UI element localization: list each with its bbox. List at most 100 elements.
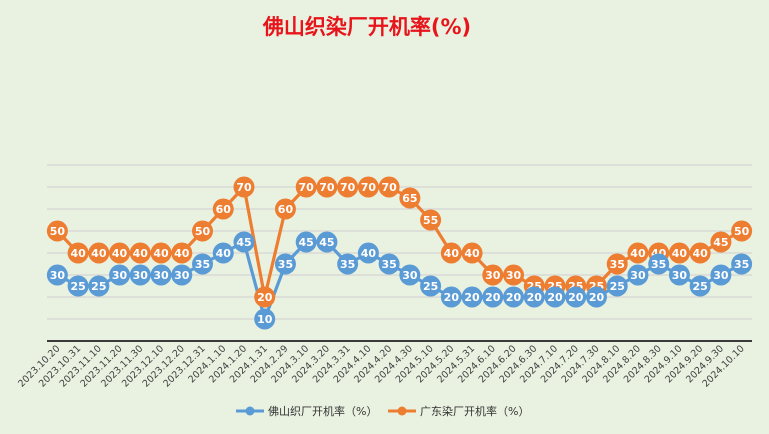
data-point[interactable]: 25 [420,275,442,297]
data-point[interactable]: 25 [88,275,110,297]
point-marker [316,231,338,253]
data-point[interactable]: 65 [399,187,421,209]
data-point[interactable]: 35 [731,253,753,275]
data-point[interactable]: 70 [357,176,379,198]
data-label: 40 [174,247,190,260]
data-point[interactable]: 20 [461,286,483,308]
data-label: 35 [610,258,625,271]
data-point[interactable]: 20 [585,286,607,308]
data-point[interactable]: 30 [399,264,421,286]
data-point[interactable]: 40 [150,242,172,264]
data-point[interactable]: 30 [46,264,68,286]
data-point[interactable]: 30 [150,264,172,286]
data-point[interactable]: 70 [316,176,338,198]
point-marker [46,220,68,242]
data-point[interactable]: 55 [420,209,442,231]
data-label: 45 [319,236,334,249]
point-marker [274,253,296,275]
series-markers: 50 40 40 40 40 40 40 50 60 70 20 60 70 70 70 70 70 65 55 40… [46,176,753,330]
data-point[interactable]: 30 [503,264,525,286]
data-point[interactable]: 50 [46,220,68,242]
data-point[interactable]: 70 [233,176,255,198]
data-label: 20 [568,291,584,304]
data-point[interactable]: 60 [212,198,234,220]
point-marker [627,242,649,264]
data-label: 40 [693,247,709,260]
data-point[interactable]: 45 [233,231,255,253]
point-marker [461,286,483,308]
data-point[interactable]: 20 [482,286,504,308]
point-marker [420,275,442,297]
data-point[interactable]: 45 [710,231,732,253]
data-label: 35 [734,258,749,271]
data-label: 60 [216,203,232,216]
data-point[interactable]: 60 [274,198,296,220]
data-point[interactable]: 35 [192,253,214,275]
data-label: 20 [485,291,501,304]
data-point[interactable]: 20 [565,286,587,308]
data-point[interactable]: 70 [378,176,400,198]
data-label: 50 [50,225,66,238]
data-point[interactable]: 25 [606,275,628,297]
data-point[interactable]: 40 [109,242,131,264]
data-point[interactable]: 40 [440,242,462,264]
data-point[interactable]: 25 [67,275,89,297]
data-label: 35 [381,258,396,271]
data-point[interactable]: 40 [689,242,711,264]
data-point[interactable]: 70 [337,176,359,198]
data-point[interactable]: 20 [523,286,545,308]
data-point[interactable]: 30 [171,264,193,286]
data-point[interactable]: 30 [627,264,649,286]
data-label: 50 [734,225,750,238]
data-point[interactable]: 40 [668,242,690,264]
data-point[interactable]: 40 [171,242,193,264]
data-point[interactable]: 20 [503,286,525,308]
data-label: 45 [236,236,251,249]
data-point[interactable]: 20 [254,286,276,308]
data-point[interactable]: 45 [295,231,317,253]
data-point[interactable]: 40 [461,242,483,264]
point-marker [129,264,151,286]
data-label: 40 [153,247,169,260]
data-point[interactable]: 25 [689,275,711,297]
data-point[interactable]: 30 [710,264,732,286]
legend-label: 佛山织厂开机率（%） [268,404,377,418]
data-point[interactable]: 35 [648,253,670,275]
legend-item-guangdong-dyeing[interactable]: 广东染厂开机率（%） [388,404,529,418]
data-point[interactable]: 20 [440,286,462,308]
point-marker [399,264,421,286]
point-marker [731,220,753,242]
data-point[interactable]: 45 [316,231,338,253]
chart-title-group: 佛山织染厂开机率(%) [262,15,471,39]
data-point[interactable]: 70 [295,176,317,198]
data-point[interactable]: 10 [254,308,276,330]
data-label: 45 [299,236,314,249]
legend-item-foshan-weaving[interactable]: 佛山织厂开机率（%） [236,404,377,418]
data-point[interactable]: 40 [129,242,151,264]
point-marker [731,253,753,275]
data-point[interactable]: 40 [67,242,89,264]
data-point[interactable]: 30 [109,264,131,286]
data-point[interactable]: 40 [88,242,110,264]
data-point[interactable]: 40 [357,242,379,264]
data-point[interactable]: 30 [668,264,690,286]
data-label: 40 [112,247,128,260]
point-marker [689,275,711,297]
data-point[interactable]: 30 [129,264,151,286]
point-marker [254,308,276,330]
data-point[interactable]: 40 [627,242,649,264]
data-point[interactable]: 30 [482,264,504,286]
data-point[interactable]: 40 [212,242,234,264]
data-point[interactable]: 35 [274,253,296,275]
data-point[interactable]: 50 [731,220,753,242]
legend-dot-marker [245,406,255,416]
point-marker [482,286,504,308]
point-marker [212,242,234,264]
data-point[interactable]: 35 [337,253,359,275]
data-point[interactable]: 35 [378,253,400,275]
data-label: 20 [257,291,273,304]
data-point[interactable]: 20 [544,286,566,308]
data-point[interactable]: 50 [192,220,214,242]
data-point[interactable]: 35 [606,253,628,275]
data-label: 70 [319,181,335,194]
